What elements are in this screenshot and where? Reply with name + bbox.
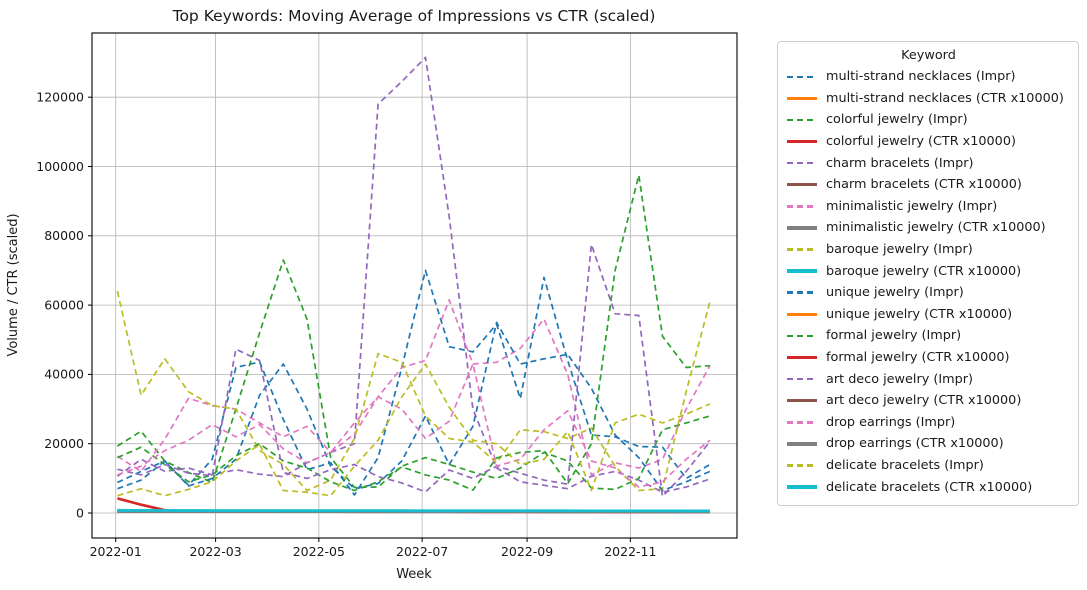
x-tick-label: 2022-11 xyxy=(604,544,656,559)
y-tick-label: 40000 xyxy=(44,367,84,382)
legend-rows: multi-strand necklaces (Impr) multi-stran… xyxy=(787,66,1070,498)
legend-item-label: delicate bracelets (CTR x10000) xyxy=(826,479,1033,495)
legend-item: minimalistic jewelry (CTR x10000) xyxy=(787,217,1070,239)
legend-item: colorful jewelry (CTR x10000) xyxy=(787,131,1070,153)
legend-line-swatch xyxy=(787,269,817,273)
legend-item-label: multi-strand necklaces (CTR x10000) xyxy=(826,90,1064,106)
legend-item: unique jewelry (Impr) xyxy=(787,282,1070,304)
legend-item: drop earrings (CTR x10000) xyxy=(787,433,1070,455)
legend-line-swatch xyxy=(787,161,817,165)
legend-line-swatch xyxy=(787,464,817,467)
y-axis-label: Volume / CTR (scaled) xyxy=(6,213,21,356)
y-tick-label: 80000 xyxy=(44,228,84,243)
legend-item: unique jewelry (CTR x10000) xyxy=(787,304,1070,326)
legend-item-label: delicate bracelets (Impr) xyxy=(826,457,984,473)
legend-item: charm bracelets (CTR x10000) xyxy=(787,174,1070,196)
legend-item: art deco jewelry (Impr) xyxy=(787,368,1070,390)
legend-item-label: colorful jewelry (Impr) xyxy=(826,112,968,128)
gridlines xyxy=(92,33,737,538)
legend-item-label: unique jewelry (CTR x10000) xyxy=(826,306,1013,322)
x-tick-label: 2022-03 xyxy=(189,544,241,559)
legend-item-label: charm bracelets (Impr) xyxy=(826,155,974,171)
legend-item: baroque jewelry (CTR x10000) xyxy=(787,260,1070,282)
axis-ticks: 2022-01 2022-03 2022-05 2022-07 2022-09 2022-… xyxy=(36,90,656,560)
legend-item-label: minimalistic jewelry (CTR x10000) xyxy=(826,220,1046,236)
legend-item: formal jewelry (Impr) xyxy=(787,325,1070,347)
legend-item: formal jewelry (CTR x10000) xyxy=(787,347,1070,369)
legend-line-swatch xyxy=(787,485,817,489)
chart-title: Top Keywords: Moving Average of Impressi… xyxy=(172,7,656,25)
legend-item: multi-strand necklaces (Impr) xyxy=(787,66,1070,88)
legend-item-label: baroque jewelry (Impr) xyxy=(826,242,973,258)
legend-item: delicate bracelets (CTR x10000) xyxy=(787,476,1070,498)
y-tick-label: 20000 xyxy=(44,436,84,451)
legend-line-swatch xyxy=(787,355,817,360)
legend-item: minimalistic jewelry (Impr) xyxy=(787,196,1070,218)
series-line xyxy=(117,363,711,497)
series-line xyxy=(117,243,711,498)
legend-item-label: drop earrings (Impr) xyxy=(826,414,956,430)
legend-item-label: unique jewelry (Impr) xyxy=(826,285,964,301)
legend-line-swatch xyxy=(787,334,817,338)
legend-item-label: multi-strand necklaces (Impr) xyxy=(826,69,1016,85)
series-line xyxy=(116,291,711,492)
legend-line-swatch xyxy=(787,291,817,295)
legend-item: delicate bracelets (Impr) xyxy=(787,455,1070,477)
legend-item: baroque jewelry (Impr) xyxy=(787,239,1070,261)
y-tick-label: 60000 xyxy=(44,297,84,312)
legend-item-label: art deco jewelry (CTR x10000) xyxy=(826,393,1022,409)
series-line xyxy=(117,174,710,492)
series-line xyxy=(117,269,711,496)
series-line xyxy=(116,299,711,476)
legend-line-swatch xyxy=(787,183,817,187)
x-tick-label: 2022-01 xyxy=(90,544,142,559)
plot-frame xyxy=(91,32,738,539)
series-line xyxy=(117,321,711,492)
series-line xyxy=(116,56,711,494)
legend-line-swatch xyxy=(787,399,817,403)
legend-line-swatch xyxy=(787,442,817,446)
legend-line-swatch xyxy=(787,248,817,251)
x-axis-label: Week xyxy=(396,567,432,582)
legend-line-swatch xyxy=(787,312,817,317)
legend-line-swatch xyxy=(787,377,817,381)
legend-line-swatch xyxy=(787,139,817,144)
legend-line-swatch xyxy=(787,205,817,208)
series-lines xyxy=(116,56,711,514)
legend-item: drop earrings (Impr) xyxy=(787,412,1070,434)
legend-item-label: minimalistic jewelry (Impr) xyxy=(826,198,998,214)
y-tick-label: 120000 xyxy=(36,90,84,105)
legend-item-label: baroque jewelry (CTR x10000) xyxy=(826,263,1022,279)
legend-item-label: formal jewelry (Impr) xyxy=(826,328,962,344)
y-tick-label: 100000 xyxy=(36,159,84,174)
legend-item: colorful jewelry (Impr) xyxy=(787,109,1070,131)
legend-item: art deco jewelry (CTR x10000) xyxy=(787,390,1070,412)
legend-item-label: drop earrings (CTR x10000) xyxy=(826,436,1004,452)
y-tick-label: 0 xyxy=(76,505,84,520)
x-tick-label: 2022-09 xyxy=(501,544,553,559)
legend-item: charm bracelets (Impr) xyxy=(787,152,1070,174)
legend-line-swatch xyxy=(787,75,817,79)
legend-line-swatch xyxy=(787,96,817,101)
legend-item-label: colorful jewelry (CTR x10000) xyxy=(826,134,1016,150)
legend-item-label: art deco jewelry (Impr) xyxy=(826,371,973,387)
legend-item-label: charm bracelets (CTR x10000) xyxy=(826,177,1022,193)
x-tick-label: 2022-07 xyxy=(396,544,448,559)
x-tick-label: 2022-05 xyxy=(293,544,345,559)
legend-item: multi-strand necklaces (CTR x10000) xyxy=(787,88,1070,110)
series-line xyxy=(116,259,711,491)
legend: Keyword multi-strand necklaces (Impr) mul… xyxy=(777,41,1079,506)
series-line xyxy=(117,363,711,488)
series-line xyxy=(117,509,710,513)
legend-line-swatch xyxy=(787,226,817,230)
legend-line-swatch xyxy=(787,421,817,424)
legend-line-swatch xyxy=(787,118,817,122)
legend-title: Keyword xyxy=(901,48,956,63)
legend-item-label: formal jewelry (CTR x10000) xyxy=(826,350,1010,366)
